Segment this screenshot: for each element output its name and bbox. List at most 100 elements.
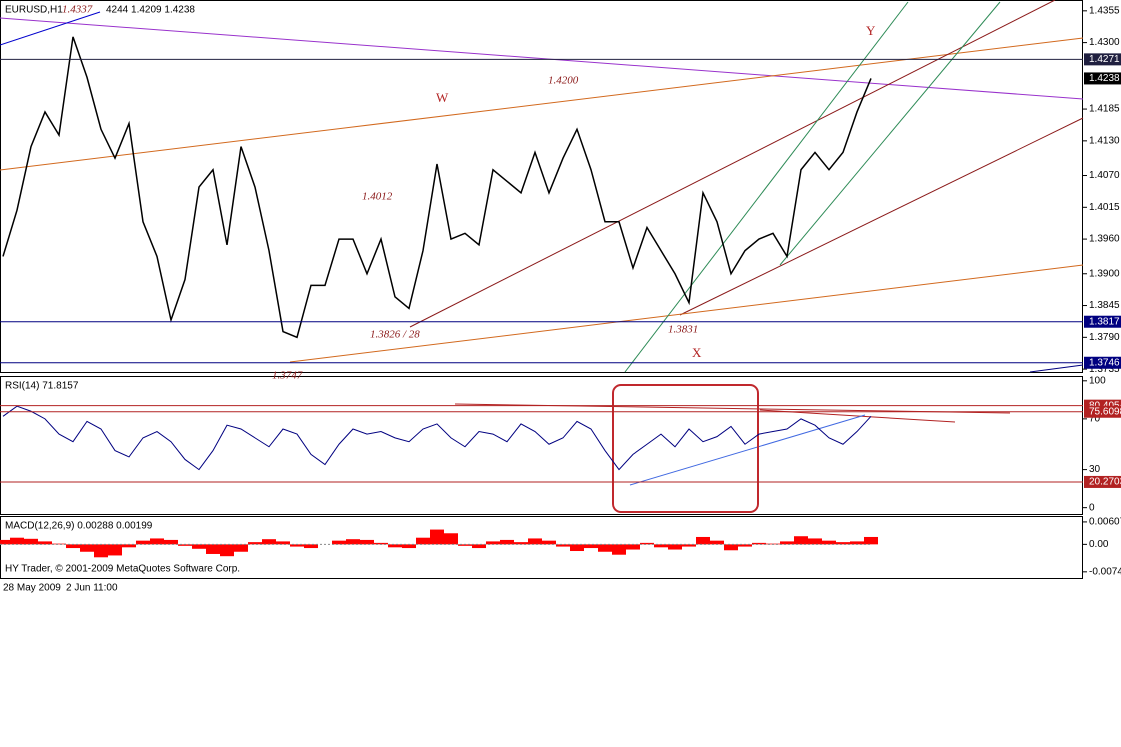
histogram-bar <box>206 544 220 554</box>
histogram-bar <box>612 544 626 555</box>
histogram-bar <box>486 541 500 545</box>
level-marker <box>1084 315 1121 328</box>
y-tick-label: 1.3790 <box>1089 332 1120 343</box>
histogram-bar <box>626 544 640 550</box>
histogram-bar <box>794 536 808 545</box>
histogram-bar <box>402 544 416 549</box>
histogram-bar <box>780 541 794 545</box>
y-tick-label: 1.3845 <box>1089 300 1120 311</box>
histogram-bar <box>458 544 472 546</box>
histogram-bar <box>640 542 654 545</box>
histogram-bar <box>192 544 206 549</box>
histogram-bar <box>570 544 584 552</box>
histogram-bar <box>472 544 486 549</box>
trendline <box>629 414 866 486</box>
trendline <box>0 17 1084 100</box>
y-tick-label: 0 <box>1089 502 1095 513</box>
histogram-bar <box>164 539 178 545</box>
histogram-bar <box>668 544 682 550</box>
histogram-bar <box>696 536 710 545</box>
histogram-bar <box>556 544 570 547</box>
histogram-bar <box>822 540 836 545</box>
histogram-bar <box>122 544 136 548</box>
y-tick-label: -0.00743 <box>1089 566 1121 577</box>
trendline <box>289 264 1084 363</box>
y-tick-label: 30 <box>1089 464 1101 475</box>
y-tick-label: 0.00607 <box>1089 517 1121 528</box>
trendline <box>409 0 1056 328</box>
histogram-bar <box>598 544 612 552</box>
panel-title: MACD(12,26,9) 0.00288 0.00199 <box>5 521 153 532</box>
series-line <box>2 405 872 471</box>
y-tick-label: 1.4130 <box>1089 135 1120 146</box>
copyright: HY Trader, © 2001-2009 MetaQuotes Softwa… <box>5 564 240 575</box>
histogram-bar <box>80 544 94 552</box>
y-tick-label: 100 <box>1089 375 1106 386</box>
annotation: Y <box>866 23 876 38</box>
level-marker <box>1084 356 1121 369</box>
annotation: 1.3747 <box>272 370 303 382</box>
histogram-bar <box>248 542 262 545</box>
histogram-bar <box>276 541 290 545</box>
histogram-bar <box>360 539 374 545</box>
y-tick-label: 1.4015 <box>1089 202 1120 213</box>
annotation: 1.4012 <box>362 191 393 203</box>
annotation: 1.3831 <box>668 324 698 336</box>
x-tick-label: 2 Jun 11:00 <box>66 583 118 594</box>
histogram-bar <box>24 538 38 545</box>
level-marker <box>1084 405 1121 418</box>
level-marker <box>1084 72 1121 85</box>
level-label: 1.3817 <box>1089 316 1120 327</box>
highlight-box <box>612 384 759 513</box>
level-label: 1.4271 <box>1089 54 1120 65</box>
level-marker <box>1084 475 1121 488</box>
histogram-bar <box>388 544 402 548</box>
histogram-bar <box>500 539 514 545</box>
y-tick-label: 1.3735 <box>1089 364 1120 375</box>
trendline <box>779 1 1001 266</box>
series-line <box>2 36 872 339</box>
histogram-bar <box>304 544 318 549</box>
histogram-bar <box>136 540 150 545</box>
histogram-bar <box>10 537 24 545</box>
level-label: 1.3746 <box>1089 357 1120 368</box>
ohlc-text: 4244 1.4209 1.4238 <box>106 5 195 16</box>
histogram-bar <box>584 544 598 549</box>
macd-panel <box>0 516 1083 579</box>
histogram-bar <box>290 544 304 547</box>
histogram-bar <box>374 542 388 545</box>
annotation: 1.3826 / 28 <box>370 329 420 341</box>
y-tick-label: 1.4355 <box>1089 5 1120 16</box>
histogram-bar <box>710 540 724 545</box>
histogram-bar <box>514 542 528 545</box>
histogram-bar <box>108 544 122 556</box>
histogram-bar <box>346 539 360 545</box>
y-tick-label: 1.3900 <box>1089 268 1120 279</box>
trendline <box>624 1 909 373</box>
y-tick-label: 1.4185 <box>1089 104 1120 115</box>
histogram-bar <box>864 536 878 545</box>
y-tick-label: 1.4070 <box>1089 170 1120 181</box>
trendline <box>679 117 1084 316</box>
annotation: W <box>436 90 449 105</box>
level-label: 20.2703 <box>1089 477 1121 488</box>
histogram-bar <box>850 541 864 545</box>
annotation: 1.4337 <box>62 4 93 16</box>
histogram-bar <box>66 544 80 549</box>
histogram-bar <box>808 538 822 545</box>
y-tick-label: 1.3960 <box>1089 234 1120 245</box>
annotation: X <box>692 345 702 360</box>
histogram-bar <box>262 539 276 545</box>
histogram-bar <box>332 540 346 545</box>
panel-title: RSI(14) 71.8157 <box>5 381 79 392</box>
y-tick-label: 1.4300 <box>1089 37 1120 48</box>
histogram-bar <box>416 537 430 545</box>
histogram-bar <box>542 540 556 545</box>
trendline <box>0 11 101 46</box>
histogram-bar <box>0 539 10 545</box>
histogram-bar <box>528 538 542 545</box>
price-panel <box>0 0 1083 373</box>
trendline <box>1029 364 1084 373</box>
histogram-bar <box>836 542 850 545</box>
